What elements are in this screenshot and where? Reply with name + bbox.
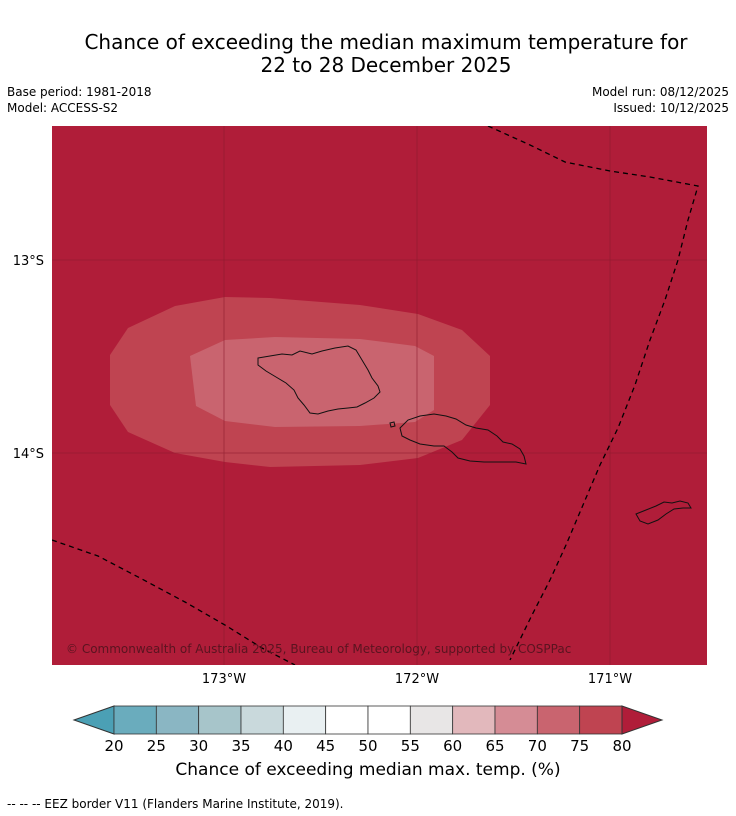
colorbar-under-arrow <box>72 705 115 735</box>
map-title: Chance of exceeding the median maximum t… <box>0 31 736 77</box>
gridlines <box>52 126 707 665</box>
savaii-island <box>257 345 381 415</box>
meta-left: Base period: 1981-2018 Model: ACCESS-S2 <box>7 84 152 116</box>
colorbar-cell <box>452 705 496 735</box>
lon-label-172w: 172°W <box>395 672 439 687</box>
colorbar-tick-label: 50 <box>358 737 377 755</box>
colorbar-cell <box>198 705 242 735</box>
model-name: Model: ACCESS-S2 <box>7 101 119 115</box>
colorbar-tick-label: 55 <box>401 737 420 755</box>
colorbar-tick-label: 75 <box>570 737 589 755</box>
colorbar-label: Chance of exceeding median max. temp. (%… <box>175 760 561 780</box>
colorbar-cell <box>240 705 284 735</box>
lat-label-14s: 14°S <box>13 447 44 462</box>
colorbar-cell <box>409 705 454 735</box>
colorbar-tick-label: 30 <box>189 737 208 755</box>
colorbar-tick-label: 25 <box>147 737 166 755</box>
lon-label-173w: 173°W <box>202 672 246 687</box>
colorbar: 20 25 30 35 40 45 50 55 60 65 70 75 80 <box>72 705 664 755</box>
colorbar-cell <box>579 705 623 735</box>
colorbar-tick-label: 65 <box>485 737 504 755</box>
contour-band-70-75 <box>190 337 434 427</box>
colorbar-cell <box>367 705 411 735</box>
upolu-island <box>399 413 527 465</box>
lon-label-171w: 171°W <box>588 672 632 687</box>
colorbar-tick-label: 40 <box>274 737 293 755</box>
colorbar-cell <box>113 705 157 735</box>
lat-label-13s: 13°S <box>13 254 44 269</box>
copyright-text: © Commonwealth of Australia 2025, Bureau… <box>66 642 571 656</box>
manono-island <box>389 421 396 428</box>
colorbar-cell <box>494 705 538 735</box>
colorbar-tick-label: 70 <box>528 737 547 755</box>
colorbar-tick-label: 80 <box>612 737 631 755</box>
colorbar-tick-label: 20 <box>104 737 123 755</box>
tutuila-island <box>635 500 692 525</box>
eez-source-note: -- -- -- EEZ border V11 (Flanders Marine… <box>7 797 344 811</box>
base-period: Base period: 1981-2018 <box>7 85 152 99</box>
colorbar-tick-label: 35 <box>231 737 250 755</box>
colorbar-tick-label: 60 <box>443 737 462 755</box>
issued-date: Issued: 10/12/2025 <box>613 101 729 115</box>
colorbar-cell <box>325 705 369 735</box>
title-line-2: 22 to 28 December 2025 <box>260 53 512 77</box>
colorbar-tick-label: 45 <box>316 737 335 755</box>
meta-right: Model run: 08/12/2025 Issued: 10/12/2025 <box>592 84 729 116</box>
model-run: Model run: 08/12/2025 <box>591 85 729 99</box>
colorbar-over-arrow <box>621 705 664 735</box>
colorbar-cell <box>282 705 327 735</box>
colorbar-cell <box>536 705 581 735</box>
title-line-1: Chance of exceeding the median maximum t… <box>84 30 688 54</box>
colorbar-cell <box>155 705 200 735</box>
eez-borders <box>52 126 699 665</box>
